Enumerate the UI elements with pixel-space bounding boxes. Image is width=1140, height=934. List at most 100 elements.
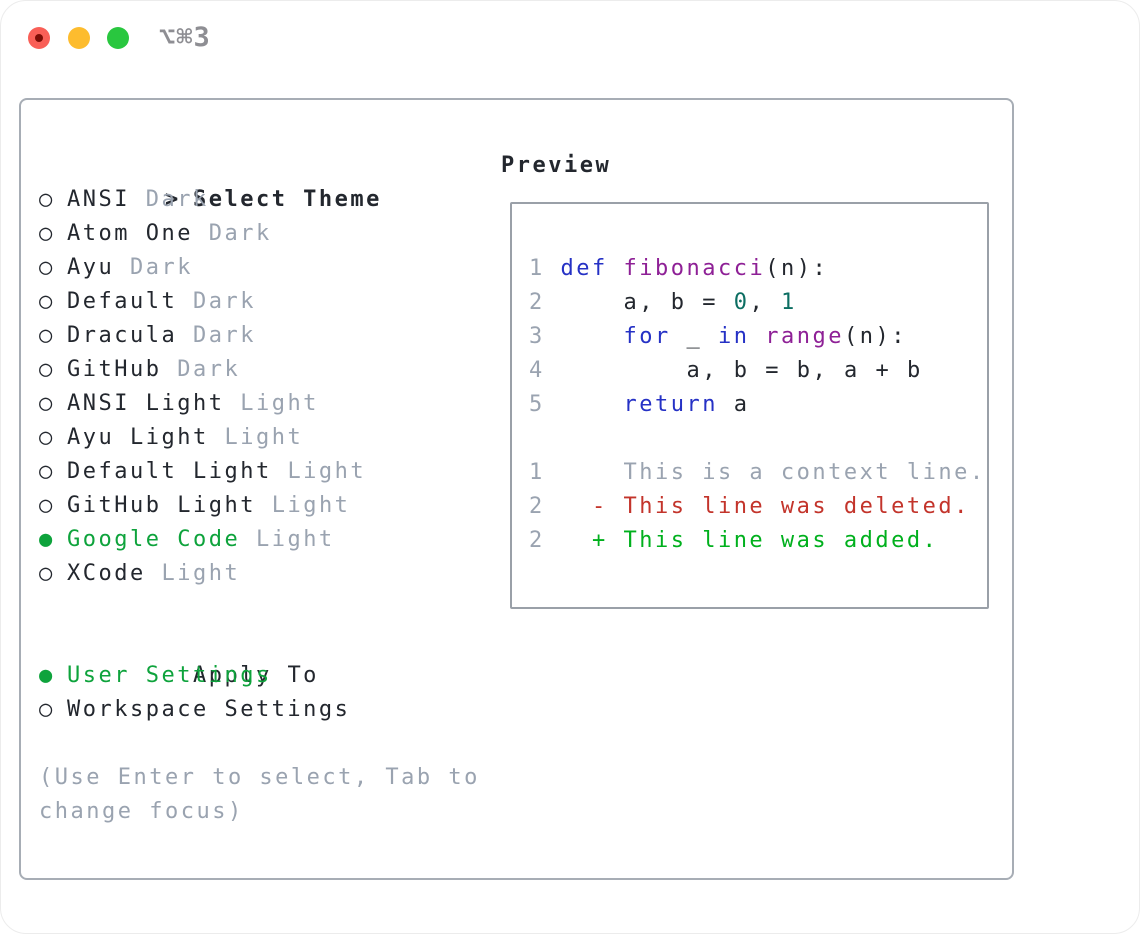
token-pn: ( [765,256,781,281]
apply-to-list: ● User Settings ○ Workspace Settings [39,659,480,727]
token-ln: 2 [529,494,545,519]
apply-option-user-settings[interactable]: ● User Settings [39,659,480,693]
token-pn: ( [843,324,860,349]
preview-line-5: 5 return a [529,388,986,422]
theme-option-ayu-light[interactable]: ○ Ayu Light Light [39,421,480,455]
token-pn [545,324,624,349]
token-ln: 3 [529,324,545,349]
token-pn: + [859,358,907,383]
spacer [39,727,480,761]
theme-option-variant: Light [271,493,351,518]
window-title: ⌥⌘3 [159,22,211,53]
theme-option-label: GitHub [67,357,162,382]
theme-option-label: Default [67,289,178,314]
token-var: b [733,358,750,383]
token-ln: 1 [529,256,545,281]
token-ln: 2 [529,290,545,315]
theme-option-default[interactable]: ○ Default Dark [39,285,480,319]
token-pn: , [639,290,671,315]
theme-option-variant: Dark [130,255,193,280]
preview-line-1: 1 def fibonacci(n): [529,252,986,286]
help-text-line-2: change focus) [39,799,244,824]
zoom-button[interactable] [107,27,129,49]
token-pn [608,256,624,281]
apply-option-workspace-settings[interactable]: ○ Workspace Settings [39,693,480,727]
preview-line-3: 3 for _ in range(n): [529,320,986,354]
preview-line-7: 1 This is a context line. [529,456,986,490]
radio-unselected-icon: ○ [39,187,55,212]
theme-option-atom-one[interactable]: ○ Atom One Dark [39,217,480,251]
theme-option-xcode[interactable]: ○ XCode Light [39,557,480,591]
theme-option-dracula[interactable]: ○ Dracula Dark [39,319,480,353]
token-pn [702,324,718,349]
theme-option-label: Atom One [67,221,193,246]
preview-line-4: 4 a, b = b, a + b [529,354,986,388]
token-pn: = [749,358,797,383]
theme-option-ansi-light[interactable]: ○ ANSI Light Light [39,387,480,421]
theme-option-label: ANSI [67,187,130,212]
token-pn [545,392,624,417]
select-theme-header-label: Select Theme [192,187,382,212]
help-text-line-1: (Use Enter to select, Tab to [39,765,480,790]
radio-unselected-icon: ○ [39,289,55,314]
token-var: a [733,392,750,417]
radio-unselected-icon: ○ [39,255,55,280]
theme-option-variant: Light [287,459,367,484]
token-del: - This line was deleted. [544,494,970,519]
radio-selected-icon: ● [39,663,55,688]
apply-to-header: Apply To [39,625,480,688]
preview-line-9: 2 + This line was added. [529,524,986,558]
token-ln: 2 [529,528,545,553]
theme-option-google-code[interactable]: ● Google Code Light [39,523,480,557]
theme-option-ayu[interactable]: ○ Ayu Dark [39,251,480,285]
token-var: b [906,358,923,383]
theme-option-variant: Light [255,527,335,552]
minimize-button[interactable] [68,27,90,49]
token-pn: , [812,358,844,383]
theme-option-variant: Dark [145,187,209,212]
theme-option-variant: Dark [192,323,256,348]
token-pn: = [686,290,734,315]
radio-unselected-icon: ○ [39,391,55,416]
token-ln: 1 [529,460,545,485]
theme-option-variant: Light [240,391,319,416]
token-add: + This line was added. [544,528,939,553]
apply-option-label: Workspace Settings [67,697,351,722]
radio-unselected-icon: ○ [39,459,55,484]
token-var: _ [686,324,703,349]
token-pn [718,392,734,417]
token-ln: 4 [529,358,545,383]
radio-selected-icon: ● [39,527,55,552]
theme-option-ansi[interactable]: ○ ANSI Dark [39,183,480,217]
token-pn [749,324,765,349]
radio-unselected-icon: ○ [39,493,55,518]
token-pn [545,256,561,281]
theme-option-label: Ayu [67,255,115,280]
spacer [39,591,480,625]
token-fn: range [765,324,844,349]
token-var: a [686,358,703,383]
radio-unselected-icon: ○ [39,425,55,450]
theme-option-label: Dracula [67,323,178,348]
focus-cursor-icon: > [164,187,181,212]
select-theme-header: > Select Theme [39,149,480,212]
close-button[interactable] [28,27,50,49]
radio-unselected-icon: ○ [39,221,55,246]
token-pn: ): [796,256,829,281]
token-var: a [623,290,640,315]
token-num: 1 [780,290,797,315]
theme-option-label: ANSI Light [67,391,225,416]
radio-unselected-icon: ○ [39,697,55,722]
theme-option-label: Google Code [67,527,241,552]
close-dot-icon [35,34,43,42]
theme-option-github[interactable]: ○ GitHub Dark [39,353,480,387]
token-pn [545,290,624,315]
preview-line-8: 2 - This line was deleted. [529,490,986,524]
theme-option-github-light[interactable]: ○ GitHub Light Light [39,489,480,523]
radio-unselected-icon: ○ [39,561,55,586]
preview-line-2: 2 a, b = 0, 1 [529,286,986,320]
token-pn: , [702,358,734,383]
theme-option-default-light[interactable]: ○ Default Light Light [39,455,480,489]
